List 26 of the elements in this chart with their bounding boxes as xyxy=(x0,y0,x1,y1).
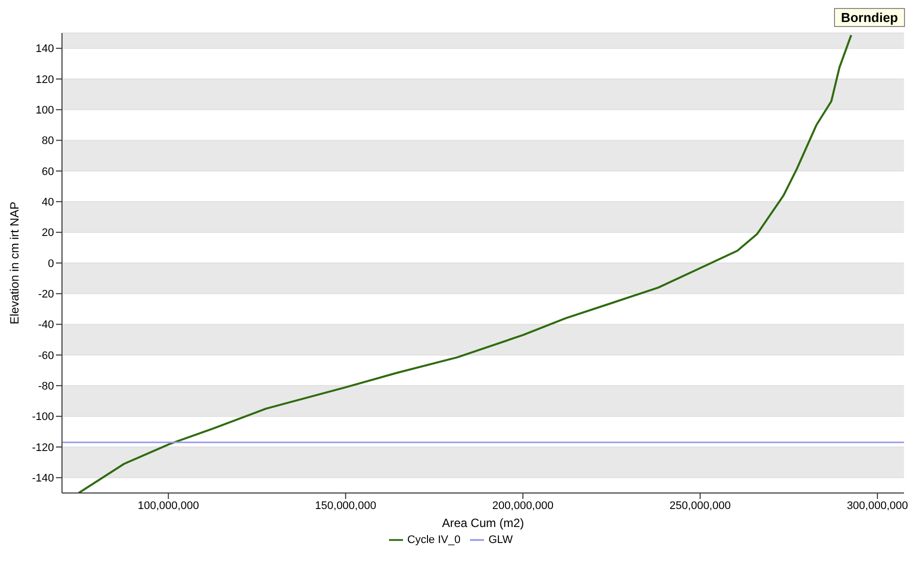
x-tick-label: 100,000,000 xyxy=(138,500,199,512)
y-tick-label: -120 xyxy=(32,442,54,454)
y-axis-title: Elevation in cm irt NAP xyxy=(7,202,22,324)
y-tick-label: -40 xyxy=(38,319,54,332)
legend-label: Cycle IV_0 xyxy=(407,534,460,546)
y-tick-label: -140 xyxy=(32,472,54,485)
x-tick-label: 300,000,000 xyxy=(846,500,908,512)
x-tick-label: 250,000,000 xyxy=(670,500,731,512)
y-tick-label: 0 xyxy=(48,258,54,270)
y-tick-label: 40 xyxy=(42,196,54,209)
y-tick-label: -60 xyxy=(38,350,54,362)
chart-title: Borndiep xyxy=(834,8,905,27)
y-tick-label: -80 xyxy=(38,380,54,393)
x-tick-label: 150,000,000 xyxy=(315,500,376,512)
y-tick-label: 120 xyxy=(36,74,54,86)
x-axis-title: Area Cum (m2) xyxy=(442,516,524,530)
y-tick-label: 60 xyxy=(42,166,54,178)
y-tick-label: -100 xyxy=(32,411,54,424)
y-tick-label: 100 xyxy=(36,104,54,117)
y-tick-label: -20 xyxy=(38,288,54,301)
y-tick-label: 20 xyxy=(42,227,54,240)
line-series xyxy=(78,34,852,493)
x-tick-label: 200,000,000 xyxy=(492,500,554,512)
y-tick-label: 80 xyxy=(42,135,54,148)
legend-label: GLW xyxy=(488,534,513,546)
y-tick-label: 140 xyxy=(36,43,54,56)
